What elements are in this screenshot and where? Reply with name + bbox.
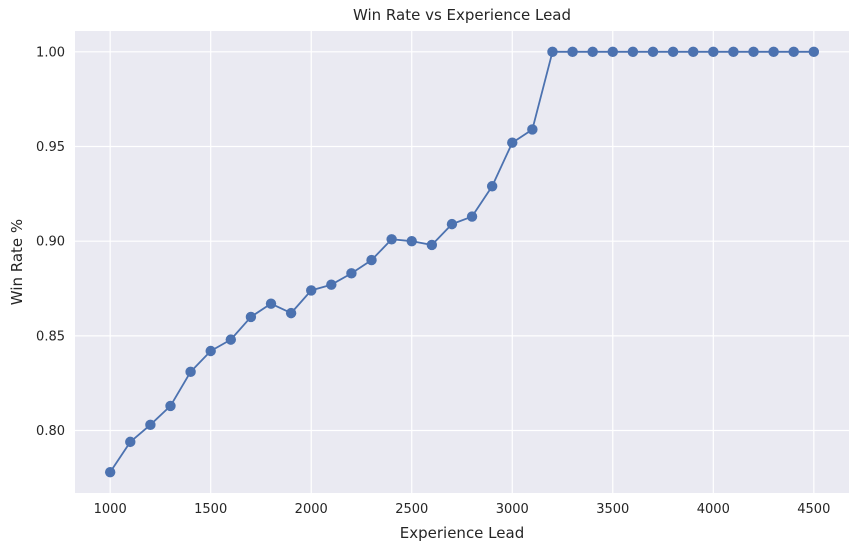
data-point <box>165 400 176 412</box>
data-point <box>466 211 478 222</box>
data-point <box>627 46 639 58</box>
data-point <box>346 268 357 279</box>
data-point <box>647 46 659 58</box>
x-tick-labels: 1000 1500 2000 2500 3000 3500 4000 4500 <box>94 502 831 517</box>
data-point <box>285 307 297 319</box>
data-point <box>145 419 156 431</box>
data-point <box>486 181 498 192</box>
data-point <box>125 436 136 448</box>
data-point <box>326 279 337 290</box>
x-tick-label: 3000 <box>496 502 529 517</box>
data-point <box>386 234 397 245</box>
data-point <box>768 46 779 58</box>
y-axis-title: Win Rate % <box>8 219 26 305</box>
y-tick-label: 0.90 <box>36 235 65 250</box>
data-point <box>245 311 257 323</box>
data-point <box>406 235 417 247</box>
data-point <box>687 46 699 58</box>
data-point <box>567 46 578 58</box>
data-point <box>708 46 719 58</box>
y-tick-label: 1.00 <box>36 45 65 60</box>
data-point <box>788 46 799 58</box>
y-tick-label: 0.85 <box>36 329 65 344</box>
data-point <box>225 334 237 345</box>
data-point <box>104 466 116 478</box>
x-tick-label: 2000 <box>295 502 328 517</box>
chart-title: Win Rate vs Experience Lead <box>353 6 571 24</box>
plot-background <box>75 31 849 493</box>
data-point <box>748 46 759 58</box>
y-tick-labels: 0.80 0.85 0.90 0.95 1.00 <box>36 45 65 439</box>
data-point <box>306 285 317 296</box>
x-tick-label: 4500 <box>797 502 830 517</box>
data-point <box>728 46 739 58</box>
data-point <box>527 124 538 135</box>
data-point <box>205 345 216 357</box>
x-tick-label: 3500 <box>596 502 629 517</box>
data-point <box>446 218 458 230</box>
data-point <box>607 46 618 58</box>
y-tick-label: 0.95 <box>36 140 65 155</box>
data-point <box>808 46 820 58</box>
data-point <box>366 254 377 266</box>
data-point <box>587 46 598 58</box>
y-tick-label: 0.80 <box>36 424 65 439</box>
series-layer <box>104 46 820 478</box>
data-point <box>185 366 196 378</box>
x-tick-label: 4000 <box>697 502 730 517</box>
data-point <box>265 298 277 309</box>
x-tick-label: 2500 <box>395 502 428 517</box>
x-tick-label: 1000 <box>94 502 127 517</box>
data-point <box>547 46 558 58</box>
data-point <box>507 137 518 148</box>
x-axis-title: Experience Lead <box>400 524 524 542</box>
data-point <box>667 46 679 58</box>
data-point <box>426 239 438 251</box>
x-tick-label: 1500 <box>194 502 227 517</box>
